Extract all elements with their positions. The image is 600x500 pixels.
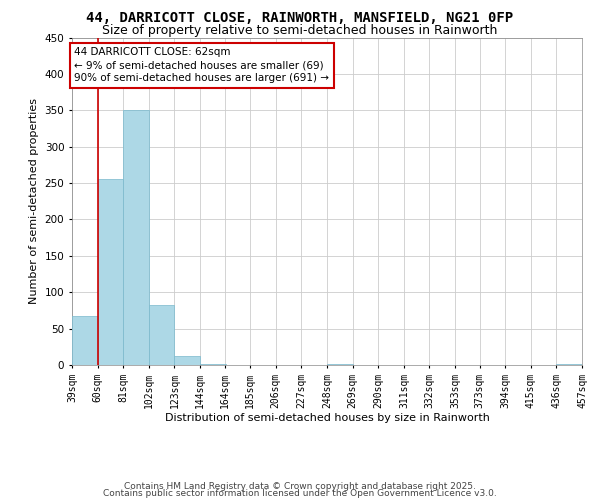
Bar xyxy=(123,110,149,365)
Y-axis label: Number of semi-detached properties: Number of semi-detached properties xyxy=(29,98,39,304)
Text: 44 DARRICOTT CLOSE: 62sqm
← 9% of semi-detached houses are smaller (69)
90% of s: 44 DARRICOTT CLOSE: 62sqm ← 9% of semi-d… xyxy=(74,47,329,84)
Text: Size of property relative to semi-detached houses in Rainworth: Size of property relative to semi-detach… xyxy=(103,24,497,37)
Bar xyxy=(98,180,123,365)
Bar xyxy=(149,306,175,365)
Text: Contains public sector information licensed under the Open Government Licence v3: Contains public sector information licen… xyxy=(103,489,497,498)
Bar xyxy=(72,316,98,365)
Bar xyxy=(556,364,582,365)
Bar xyxy=(327,364,353,365)
Bar xyxy=(175,356,200,365)
Text: 44, DARRICOTT CLOSE, RAINWORTH, MANSFIELD, NG21 0FP: 44, DARRICOTT CLOSE, RAINWORTH, MANSFIEL… xyxy=(86,11,514,25)
Text: Contains HM Land Registry data © Crown copyright and database right 2025.: Contains HM Land Registry data © Crown c… xyxy=(124,482,476,491)
X-axis label: Distribution of semi-detached houses by size in Rainworth: Distribution of semi-detached houses by … xyxy=(164,414,490,424)
Bar xyxy=(200,364,226,365)
